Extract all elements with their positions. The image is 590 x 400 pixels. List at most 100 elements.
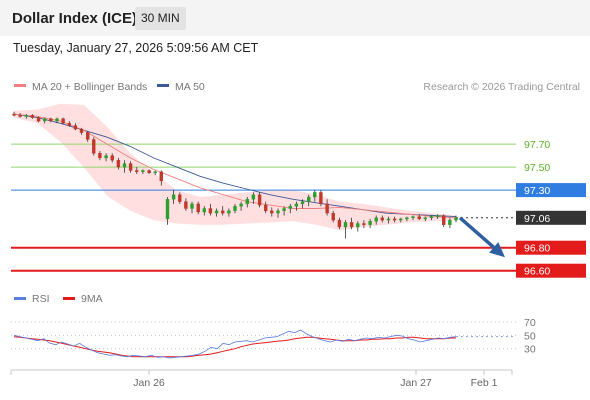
- level-label-97.30: 97.30: [524, 185, 550, 197]
- candle: [73, 123, 78, 131]
- candle: [61, 117, 65, 125]
- x-axis: Jan 26 Jan 27 Feb 1: [10, 369, 513, 389]
- candle: [264, 201, 268, 214]
- candle: [55, 117, 59, 124]
- candle: [331, 210, 335, 223]
- candle-body-down: [362, 223, 366, 225]
- candle-body-down: [36, 117, 41, 122]
- candle: [147, 169, 151, 174]
- candle: [36, 116, 41, 123]
- candle-body-up: [399, 218, 403, 221]
- candle: [18, 113, 22, 118]
- timestamp: Tuesday, January 27, 2026 5:09:56 AM CET: [13, 41, 259, 55]
- main-legend: MA 20 + Bollinger Bands MA 50: [14, 81, 205, 93]
- candle: [43, 117, 47, 124]
- candle: [233, 203, 237, 214]
- rsi-line: [13, 329, 457, 359]
- candle-body-down: [116, 159, 121, 168]
- x-tick-label: Feb 1: [471, 377, 498, 389]
- candle-body-up: [233, 205, 237, 211]
- candle: [454, 215, 458, 223]
- rsi-legend: RSI 9MA: [14, 293, 103, 305]
- candle-body-down: [257, 194, 262, 206]
- candle-body-down: [220, 210, 225, 214]
- candle-body-up: [313, 192, 317, 198]
- candle: [122, 160, 127, 173]
- candle-body-up: [122, 163, 127, 168]
- candle: [362, 220, 366, 229]
- candle-body-down: [337, 219, 342, 228]
- candle: [276, 208, 280, 218]
- candle: [399, 217, 403, 223]
- rsi-tick-30: 30: [524, 344, 536, 356]
- candle-body-up: [368, 220, 372, 225]
- candle: [92, 137, 96, 156]
- candle-body-down: [110, 155, 114, 161]
- candle-body-down: [49, 118, 53, 122]
- candle: [135, 167, 139, 174]
- candle-body-up: [343, 222, 348, 228]
- candle-body-up: [227, 210, 231, 214]
- ma50-legend-label: MA 50: [175, 81, 205, 93]
- candle-body-up: [288, 205, 292, 209]
- candle-body-down: [12, 113, 16, 116]
- candle-body-up: [374, 217, 378, 222]
- candle-body-up: [448, 219, 452, 225]
- candle: [49, 117, 53, 123]
- candle-body-down: [442, 215, 446, 225]
- header-bar: Dollar Index (ICE) 30 MIN: [0, 0, 590, 36]
- candle-body-down: [417, 216, 421, 220]
- candle: [368, 218, 372, 229]
- candle-body-up: [214, 210, 219, 214]
- candle: [356, 221, 360, 232]
- candle-body-up: [435, 215, 440, 217]
- level-label-97.50: 97.50: [524, 162, 550, 174]
- candle: [442, 214, 446, 227]
- candle-body-up: [171, 194, 176, 200]
- candle: [270, 207, 274, 217]
- level-label-96.60: 96.60: [524, 266, 550, 278]
- candle-body-down: [319, 192, 323, 205]
- candle: [227, 208, 231, 217]
- candle-body-down: [67, 123, 72, 126]
- rsi-legend-label: RSI: [32, 293, 50, 305]
- rsi-legend-swatch: [14, 297, 26, 300]
- candlesticks: [12, 111, 458, 239]
- research-credit: Research © 2026 Trading Central: [423, 81, 580, 93]
- candle: [110, 153, 114, 163]
- candle-body-down: [270, 210, 274, 214]
- candle-body-down: [92, 139, 96, 154]
- ma20-legend-swatch: [14, 84, 26, 87]
- level-label-97.70: 97.70: [524, 139, 550, 151]
- candle-body-up: [55, 118, 59, 122]
- candle-body-up: [386, 218, 391, 221]
- candle-body-up: [294, 203, 299, 207]
- level-badge-96.80: [516, 240, 586, 255]
- level-label-96.80: 96.80: [524, 243, 550, 255]
- candle: [392, 216, 397, 223]
- timeframe-button[interactable]: 30 MIN: [135, 7, 186, 30]
- candle-body-down: [85, 132, 90, 140]
- candle-body-up: [300, 201, 305, 205]
- candle-body-up: [24, 115, 28, 117]
- candle: [380, 215, 384, 223]
- candle: [104, 153, 108, 162]
- candle-body-down: [349, 222, 354, 228]
- candle-body-up: [356, 223, 360, 228]
- candle: [141, 169, 145, 174]
- candle: [313, 190, 317, 202]
- candle-body-down: [18, 115, 22, 117]
- level-badge-97.30: [516, 183, 586, 198]
- candle: [159, 170, 164, 186]
- candle-body-up: [411, 216, 415, 219]
- candle-body-up: [239, 203, 243, 207]
- candle-body-down: [380, 217, 384, 221]
- candle-body-down: [79, 128, 84, 133]
- projection-arrow-head: [489, 242, 505, 258]
- candle: [165, 197, 170, 225]
- ma9-legend-label: 9MA: [81, 293, 103, 305]
- candle: [196, 201, 200, 215]
- candle: [30, 114, 35, 119]
